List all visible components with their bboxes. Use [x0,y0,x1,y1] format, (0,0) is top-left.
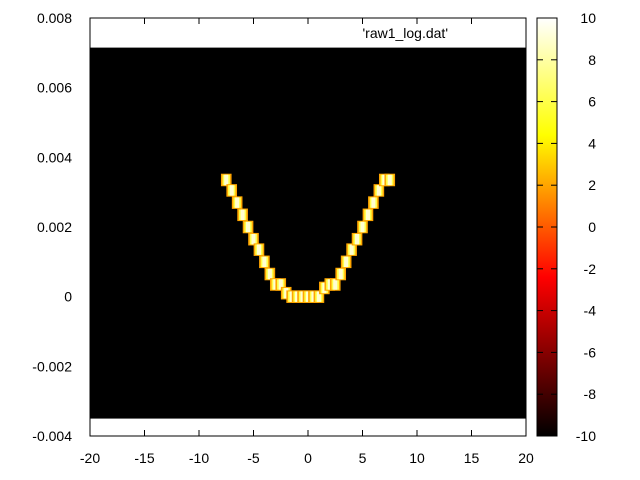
heatmap-cell [324,278,336,291]
x-tick-label: -5 [247,450,260,466]
heatmap-cell [340,255,352,269]
heatmap-cell [329,278,341,291]
heatmap-cell-core [278,279,283,290]
colorbar-tick-label: 10 [580,10,596,26]
heatmap-cell-core [327,279,332,290]
heatmap-cell [335,267,347,281]
heatmap-cell [275,278,287,291]
heatmap-cell-core [371,197,376,208]
heatmap-cell [302,290,314,303]
colorbar-tick-label: 8 [588,52,596,68]
colorbar-tick-label: 2 [588,177,596,193]
heatmap-cell [373,184,385,197]
y-tick-label: 0.006 [37,80,72,96]
x-tick-label: 20 [518,450,534,466]
legend-entry: 'raw1_log.dat' [362,25,448,41]
heatmap-cell-core [224,174,229,186]
heatmap-cell [220,173,232,187]
heatmap-cell-core [365,209,370,221]
x-tick-label: -20 [80,450,100,466]
heatmap-cell-core [246,221,251,233]
heatmap-cell [313,290,325,303]
heatmap-cell-core [273,279,278,290]
y-tick-label: -0.004 [32,428,72,444]
heatmap-cell-core [300,291,305,302]
heatmap-cell-core [295,291,300,302]
heatmap-cell [384,173,396,187]
x-tick-label: 15 [464,450,480,466]
heatmap-cell [280,286,292,300]
y-tick-label: 0 [64,289,72,305]
heatmap-cell-core [360,221,365,233]
heatmap-cell-core [262,256,267,268]
heatmap-cell [351,232,363,246]
heatmap-cell [259,255,270,269]
heatmap-cell-core [289,291,294,302]
x-tick-label: -10 [189,450,209,466]
heatmap-cell-core [229,185,234,196]
heatmap-cell [237,208,248,222]
colorbar-tick-label: -2 [584,261,597,277]
heatmap-cell [291,290,303,303]
colorbar-tick-label: 4 [588,135,596,151]
colorbar-tick-label: -8 [584,386,597,402]
y-tick-label: -0.002 [32,358,72,374]
x-axis: -20 -15 -10 -5 0 5 10 15 20 [80,18,534,466]
colorbar-tick-label: -6 [584,344,597,360]
heatmap-layer [90,47,526,419]
heatmap-cell-core [344,256,349,268]
heatmap-cell [362,208,374,222]
heatmap-cell-core [284,287,289,299]
heatmap-cell [248,232,259,246]
heatmap-cell-core [235,197,240,208]
heatmap-cell-core [387,174,392,186]
colorbar-tick-label: -10 [576,428,596,444]
x-tick-label: 5 [359,450,367,466]
heatmap-cell-core [376,185,381,196]
heatmap-cell [297,290,308,303]
y-tick-label: 0.004 [37,149,72,165]
heatmap-cell-core [338,268,343,280]
heatmap-cell-core [311,291,316,302]
heatmap-cell [269,278,281,291]
heatmap-cell [319,281,330,295]
heatmap-cell [242,220,254,234]
heatmap-cell [378,173,390,187]
colorbar-tick-label: -4 [584,303,597,319]
heatmap-cell [286,290,297,303]
colorbar-tick-label: 0 [588,219,596,235]
heatmap-cell-core [316,291,321,302]
heatmap-cell-core [382,174,387,186]
heatmap-cell-core [349,244,354,255]
heatmap-cell-core [355,233,360,245]
heatmap-cell [253,243,265,256]
heatmap-cell [231,196,243,209]
heatmap-cell-core [322,282,327,294]
heatmap-cell [357,220,368,234]
heatmap-cell [368,196,379,209]
heatmap-cell-core [240,209,245,221]
y-axis: -0.004 -0.002 0 0.002 0.004 0.006 0.008 [32,10,526,444]
heatmap-background [90,47,526,419]
colorbar-tick-label: 6 [588,94,596,110]
x-tick-label: 10 [409,450,425,466]
heatmap-cell [346,243,357,256]
heatmap-cell [308,290,319,303]
heatmap-cell-core [333,279,338,290]
heatmap-cell [264,267,276,281]
colorbar-axis: -10 -8 -6 -4 -2 0 2 4 6 8 10 [537,10,596,444]
x-tick-label: 0 [304,450,312,466]
heatmap-cell [226,184,238,197]
y-tick-label: 0.002 [37,219,72,235]
x-tick-label: -15 [134,450,154,466]
y-tick-label: 0.008 [37,10,72,26]
heatmap-cell-core [251,233,256,245]
heatmap-cell-core [305,291,311,302]
heatmap-cell-core [267,268,272,280]
heatmap-cell-core [256,244,261,255]
